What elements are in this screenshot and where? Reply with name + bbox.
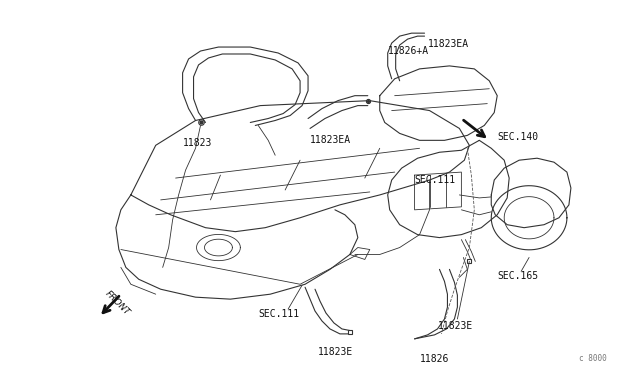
Text: FRONT: FRONT xyxy=(103,289,131,317)
Text: SEC.165: SEC.165 xyxy=(497,271,538,281)
Text: 11823: 11823 xyxy=(182,138,212,148)
Text: SEC.140: SEC.140 xyxy=(497,132,538,142)
Text: 11826+A: 11826+A xyxy=(388,46,429,56)
Text: c 8000: c 8000 xyxy=(579,354,607,363)
Text: SEC.111: SEC.111 xyxy=(259,309,300,319)
Text: 11823EA: 11823EA xyxy=(310,135,351,145)
Text: 11823E: 11823E xyxy=(438,321,473,331)
Text: 11823E: 11823E xyxy=(318,347,353,357)
Text: 11826: 11826 xyxy=(420,354,449,364)
Text: SEC.111: SEC.111 xyxy=(415,175,456,185)
Text: 11823EA: 11823EA xyxy=(428,39,468,49)
